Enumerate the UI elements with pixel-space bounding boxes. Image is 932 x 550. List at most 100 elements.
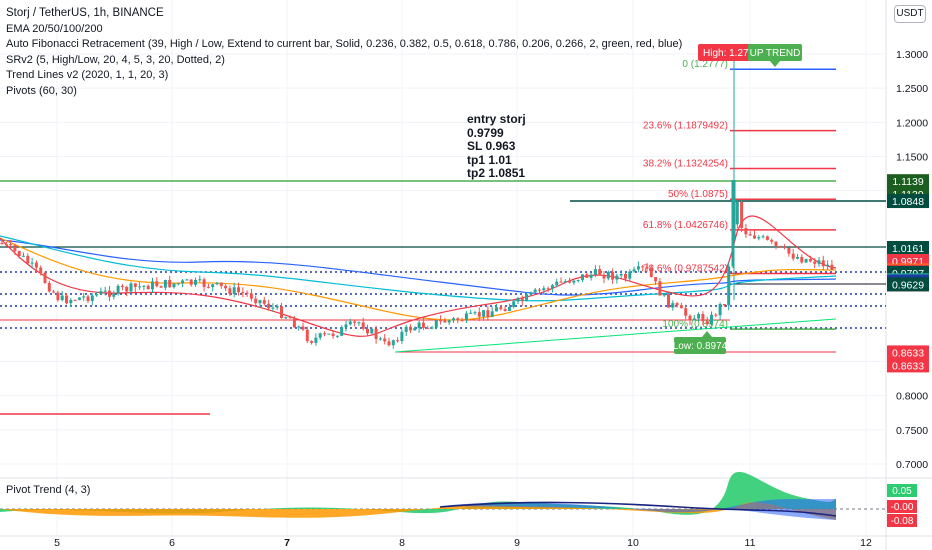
candlesticks: [0, 180, 834, 349]
legend-trend-lines[interactable]: Trend Lines v2 (2020, 1, 1, 20, 3): [6, 69, 169, 81]
candle-body: [477, 312, 481, 317]
candle-body: [606, 271, 610, 279]
candle-body: [60, 295, 64, 301]
symbol-title[interactable]: Storj / TetherUS, 1h, BINANCE: [6, 7, 164, 19]
candle-body: [679, 305, 683, 309]
candle-body: [366, 328, 369, 334]
candle-body: [421, 322, 425, 328]
pivot-panel-title[interactable]: Pivot Trend (4, 3): [6, 484, 91, 496]
candle-body: [138, 286, 142, 288]
candle-body: [90, 295, 94, 301]
price-tick-label: 0.7500: [896, 425, 928, 437]
candle-body: [499, 307, 503, 310]
pivot-tag-text: 0.05: [892, 486, 912, 497]
candle-body: [735, 201, 739, 225]
candle-body: [116, 285, 120, 294]
candle-body: [619, 273, 623, 276]
candle-body: [323, 333, 326, 335]
time-tick-label: 11: [745, 537, 756, 549]
note-line-tp2: tp2 1.0851: [467, 166, 526, 180]
candle-body: [310, 341, 314, 343]
candle-body: [245, 292, 249, 294]
candle-body: [254, 298, 258, 304]
candle-body: [370, 328, 374, 334]
low-label-text: Low: 0.8974: [673, 341, 728, 352]
pivot-signal-line: [439, 501, 837, 517]
candle-body: [486, 310, 490, 317]
candle-body: [490, 311, 494, 317]
pivot-tag: [887, 514, 917, 527]
candle-body: [108, 290, 111, 297]
candle-body: [817, 260, 821, 264]
candle-body: [550, 285, 554, 289]
candle-body: [211, 284, 215, 288]
price-tag: [887, 174, 929, 189]
candle-body: [327, 333, 331, 335]
candle-body: [791, 253, 795, 259]
candle-body: [77, 297, 81, 301]
candle-body: [378, 338, 382, 340]
candle-body: [95, 294, 99, 296]
grid: [0, 0, 886, 536]
candle-body: [628, 271, 632, 279]
candle-body: [563, 281, 567, 283]
candle-body: [516, 298, 520, 302]
candle-body: [572, 280, 576, 283]
candle-body: [611, 271, 615, 280]
fib-level-label: 100% (0.8974): [662, 319, 728, 330]
candle-body: [765, 236, 769, 240]
candle-body: [215, 282, 219, 285]
candle-body: [434, 320, 438, 328]
pivot-area-blue: [440, 498, 836, 520]
candle-body: [409, 326, 412, 331]
candle-body: [464, 313, 468, 321]
candle-body: [761, 236, 765, 238]
candle-body: [275, 306, 279, 308]
candle-body: [387, 341, 391, 346]
candle-body: [318, 333, 322, 338]
candle-body: [830, 264, 834, 271]
legend-pivots[interactable]: Pivots (60, 30): [6, 84, 77, 97]
price-tag: [887, 345, 929, 360]
time-tick-label: 6: [169, 537, 175, 549]
time-axis: 5 6 7 8 9 10 11 12: [54, 537, 872, 549]
candle-body: [129, 283, 133, 292]
candle-body: [813, 261, 817, 264]
candle-body: [525, 294, 529, 302]
candle-body: [181, 280, 185, 284]
candle-body: [194, 279, 197, 285]
candle-body: [796, 257, 799, 259]
candle-body: [697, 314, 701, 319]
currency-button[interactable]: USDT: [894, 5, 926, 23]
ema-20-line: [0, 215, 837, 337]
candle-body: [237, 287, 240, 293]
candle-body: [744, 228, 748, 235]
candle-body: [47, 282, 51, 292]
legend-fibonacci[interactable]: Auto Fibonacci Retracement (39, High / L…: [6, 38, 683, 50]
legend-ema[interactable]: EMA 20/50/100/200: [6, 22, 103, 35]
price-tag: [887, 277, 929, 292]
candle-body: [151, 281, 154, 290]
legend-srv2[interactable]: SRv2 (5, High/Low, 20, 4, 5, 3, 20, Dott…: [6, 53, 225, 66]
candle-body: [271, 307, 275, 309]
candle-body: [559, 281, 563, 283]
candle-body: [348, 321, 352, 325]
candle-body: [800, 257, 804, 263]
candle-body: [658, 281, 662, 296]
candle-body: [52, 291, 56, 293]
fib-level-label: 61.8% (1.0426746): [643, 220, 728, 231]
candle-body: [249, 293, 253, 299]
candle-body: [172, 283, 176, 288]
candle-body: [430, 327, 434, 329]
candle-body: [710, 314, 713, 325]
candle-body: [624, 273, 627, 279]
price-tags: 1.11391.11391.08481.01610.99710.98290.98…: [887, 174, 929, 373]
candle-body: [718, 304, 722, 316]
candle-body: [654, 277, 658, 282]
candle-body: [705, 321, 709, 325]
candle-body: [159, 286, 163, 288]
trend-label-box: [748, 44, 802, 61]
price-tag: [887, 358, 929, 373]
candle-body: [22, 255, 25, 257]
